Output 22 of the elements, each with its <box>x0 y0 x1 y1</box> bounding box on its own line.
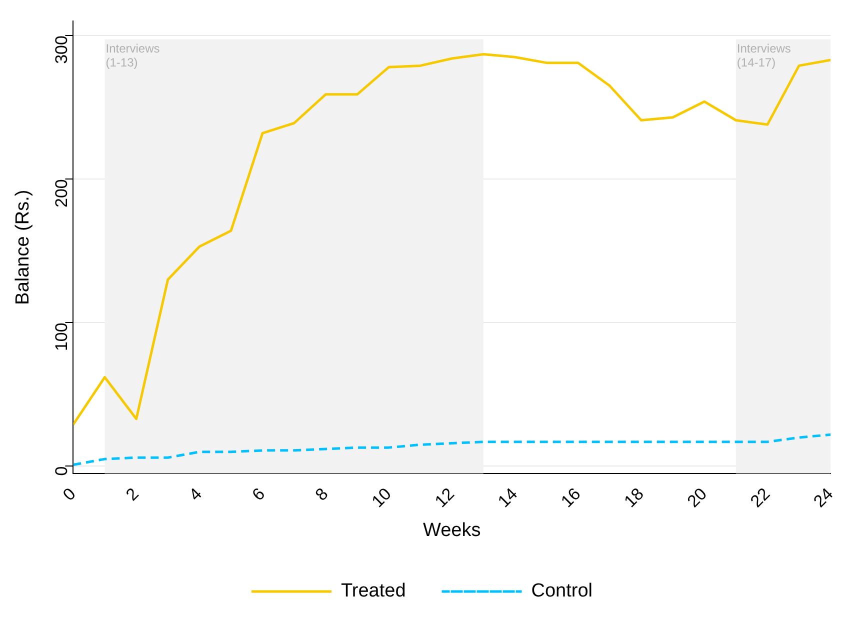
x-tick-label: 18 <box>620 484 648 512</box>
x-tick-label: 2 <box>122 484 142 504</box>
x-tick-label: 12 <box>431 484 458 512</box>
x-tick-label: 14 <box>494 484 522 512</box>
x-tick-label: 8 <box>312 484 332 504</box>
x-tick-label: 4 <box>185 484 206 504</box>
x-tick-label: 16 <box>557 484 584 512</box>
x-tick-label: 6 <box>248 484 269 504</box>
x-tick-label: 10 <box>368 484 395 512</box>
x-tick-label: 22 <box>746 484 774 512</box>
legend-label: Treated <box>340 580 406 602</box>
y-axis-title: Balance (Rs.) <box>12 190 34 305</box>
x-tick-label: 24 <box>810 484 837 512</box>
y-tick-label: 100 <box>52 322 71 352</box>
y-tick-label: 300 <box>52 36 71 64</box>
x-tick-label: 20 <box>684 484 710 512</box>
band-label: Interviews (14-17) <box>736 42 791 70</box>
x-axis-title: Weeks <box>423 520 481 541</box>
band-label: Interviews (1-13) <box>106 42 160 70</box>
y-tick-label: 200 <box>52 179 71 208</box>
legend-label: Control <box>531 580 593 602</box>
y-tick-label: 0 <box>52 466 71 476</box>
